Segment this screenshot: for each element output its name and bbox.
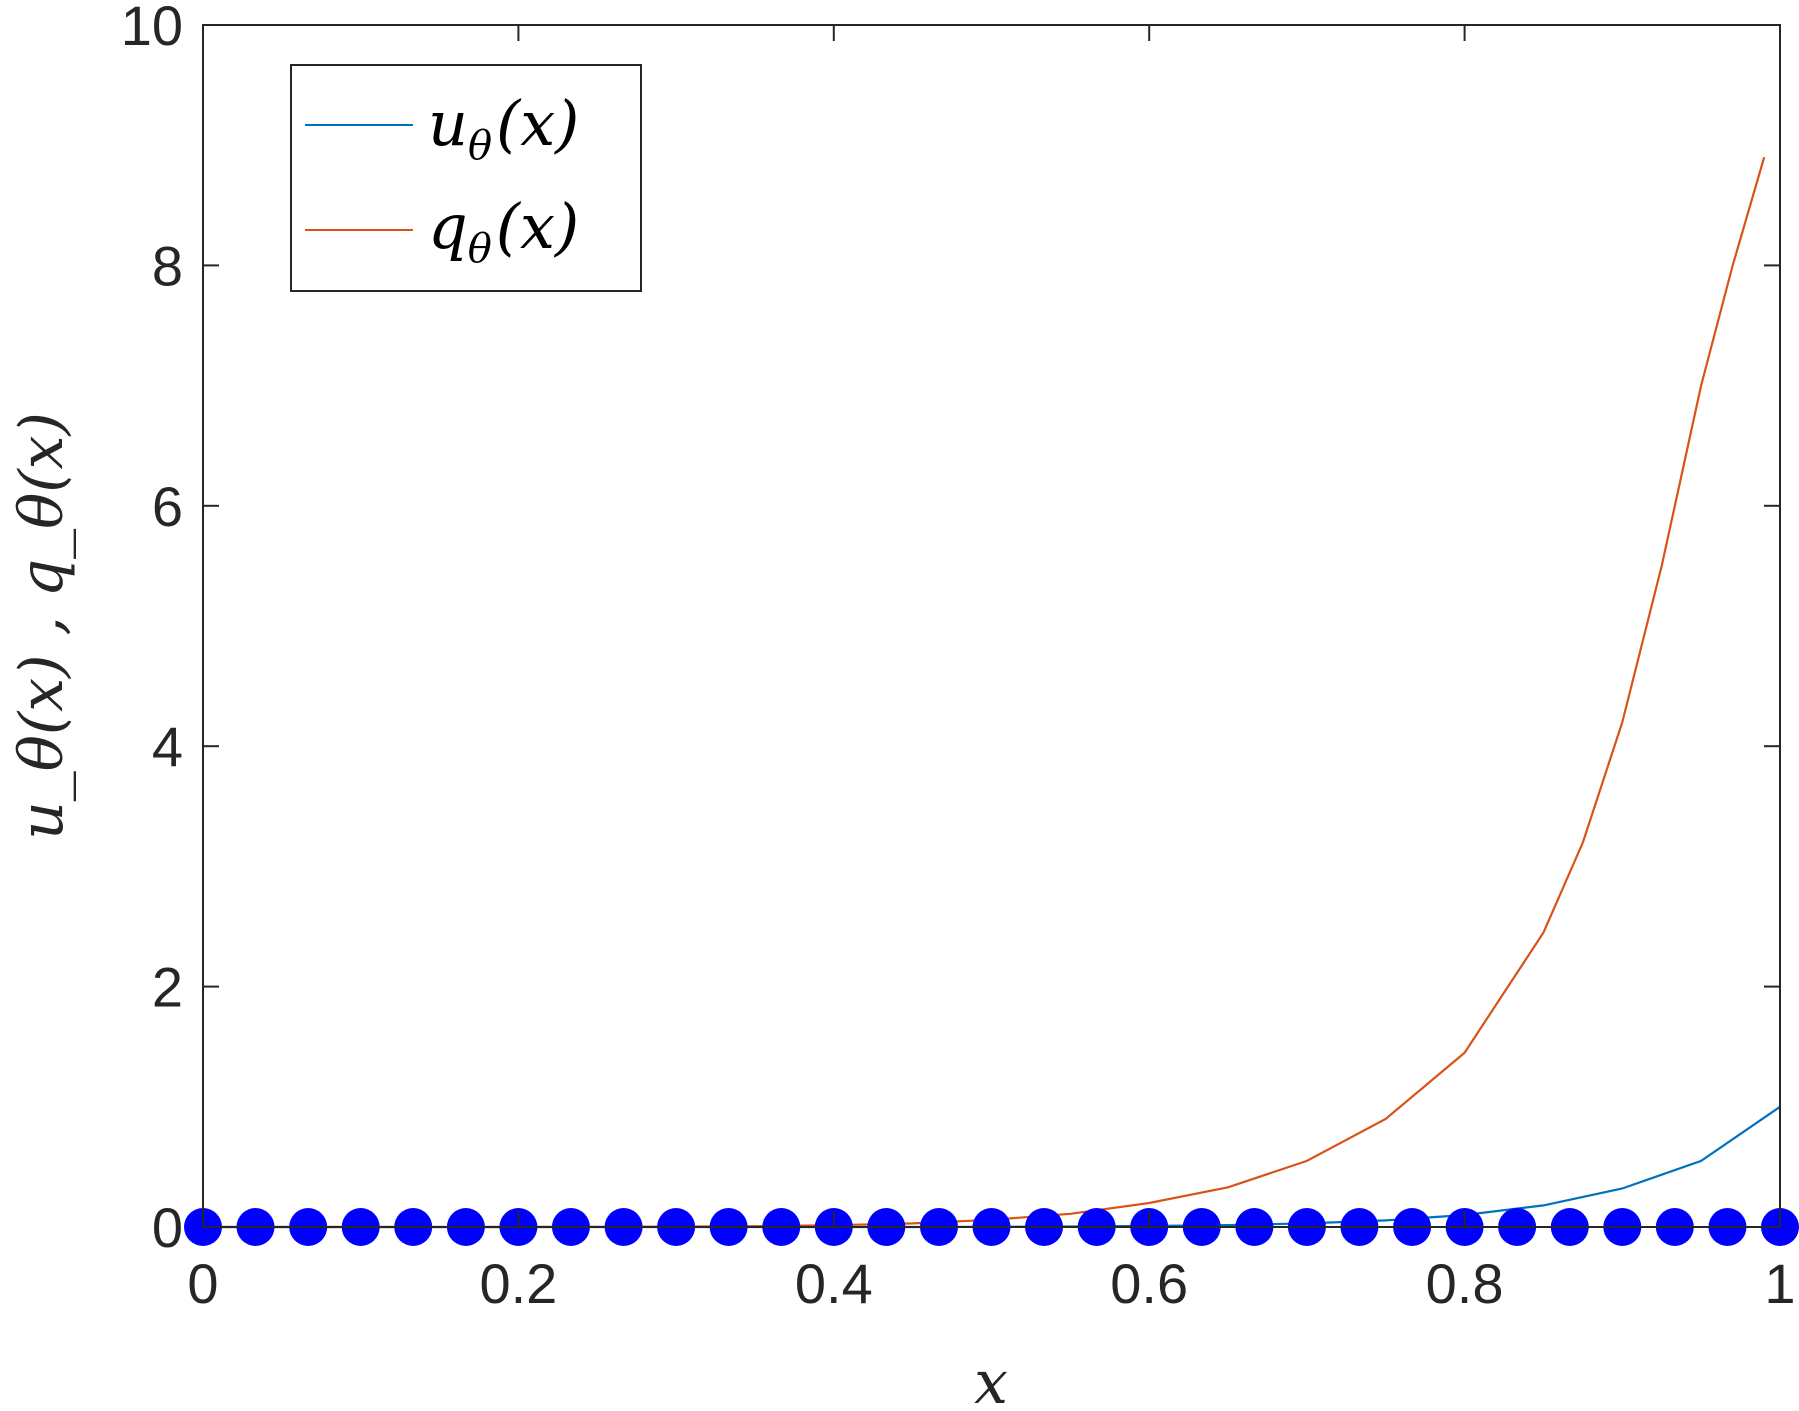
y-tick-label: 8: [152, 234, 183, 297]
y-axis-label: u_θ(x) , q_θ(x): [7, 412, 77, 840]
legend-box: [290, 64, 642, 292]
legend-entry-q-sub: θ: [468, 226, 492, 272]
legend: uθ(x) qθ(x): [290, 64, 642, 292]
legend-entry-u-rest: (x): [496, 87, 579, 160]
x-axis-label: x: [974, 1348, 1008, 1411]
legend-entry-q-rest: (x): [496, 190, 579, 263]
y-tick-label: 10: [121, 0, 183, 57]
legend-entry-u: uθ(x): [428, 87, 579, 169]
legend-entry-q: qθ(x): [428, 190, 579, 272]
x-tick-label: 0.6: [1110, 1252, 1188, 1315]
y-tick-label: 4: [152, 715, 183, 778]
x-tick-label: 0: [187, 1252, 218, 1315]
y-tick-label: 6: [152, 475, 183, 538]
legend-entry-u-main: u: [428, 87, 468, 160]
axes-box: [202, 24, 1781, 1228]
x-tick-label: 0.8: [1426, 1252, 1504, 1315]
y-tick-label: 2: [152, 956, 183, 1019]
y-tick-label: 0: [152, 1196, 183, 1259]
x-tick-label: 0.2: [479, 1252, 557, 1315]
x-tick-label: 1: [1764, 1252, 1795, 1315]
legend-entry-u-sub: θ: [468, 123, 492, 169]
legend-entry-q-main: q: [428, 190, 468, 263]
x-tick-label: 0.4: [795, 1252, 873, 1315]
